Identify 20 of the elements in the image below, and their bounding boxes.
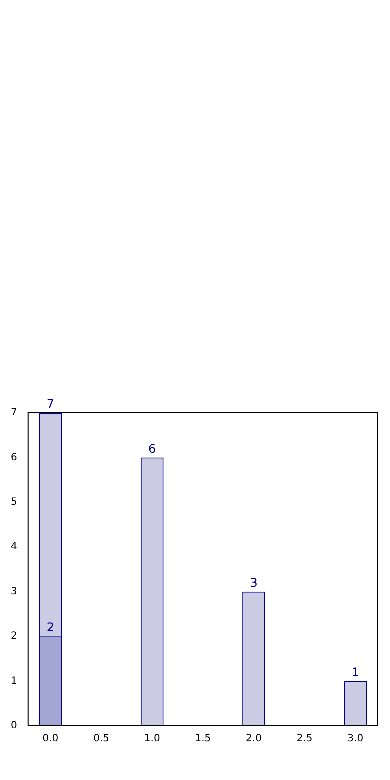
x-tick-label: 0.0 <box>42 734 59 745</box>
x-tick-label: 1.5 <box>195 734 212 745</box>
x-tick-label: 1.0 <box>144 734 160 745</box>
data-label: 2 <box>46 620 55 635</box>
x-tick-label: 2.5 <box>296 734 313 745</box>
y-tick-label: 6 <box>10 452 18 464</box>
y-tick-label: 3 <box>10 586 18 598</box>
x-tick-label: 2.0 <box>246 734 262 745</box>
y-tick-label: 7 <box>10 408 18 419</box>
x-tick-label: 3.0 <box>348 734 364 745</box>
y-tick-label: 4 <box>10 542 18 553</box>
data-label: 6 <box>148 442 156 456</box>
y-tick-label: 1 <box>10 676 18 687</box>
y-tick-label: 5 <box>10 497 18 508</box>
data-label: 1 <box>352 665 360 680</box>
y-tick-label: 0 <box>10 720 18 732</box>
x-tick-label: 0.5 <box>94 734 110 745</box>
data-label: 3 <box>250 576 258 590</box>
y-tick-label: 2 <box>10 631 18 642</box>
data-label: 7 <box>46 397 55 412</box>
